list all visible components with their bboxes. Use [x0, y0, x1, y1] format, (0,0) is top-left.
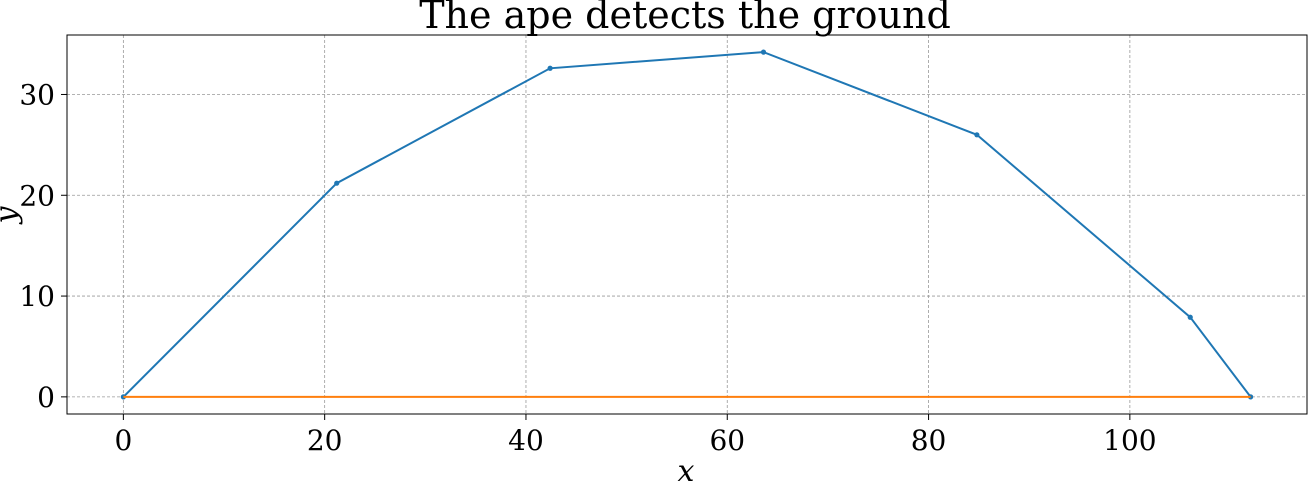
plot-frame: [66, 34, 1308, 415]
series-1: [120, 49, 1254, 400]
y-axis-label: y: [0, 205, 24, 225]
x-tick-label: 0: [114, 424, 132, 457]
y-axis: 0 10 20 30: [19, 78, 67, 414]
series-layer: [120, 49, 1254, 400]
series-line: [122, 51, 1252, 398]
x-tick-label: 60: [709, 424, 745, 457]
x-tick-label: 40: [508, 424, 544, 457]
y-tick-label: 20: [19, 179, 55, 212]
data-point: [760, 49, 767, 55]
x-axis: 0 20 40 60 80 100: [114, 414, 1157, 457]
x-tick-label: 80: [911, 424, 947, 457]
y-tick-label: 0: [37, 381, 55, 414]
chart-title: The ape detects the ground: [419, 0, 951, 37]
x-axis-label: x: [678, 454, 695, 482]
data-point: [974, 132, 980, 138]
data-point: [547, 65, 553, 71]
x-tick-label: 100: [1103, 424, 1156, 457]
y-tick-label: 10: [19, 280, 55, 313]
x-tick-label: 20: [307, 424, 343, 457]
data-point: [1248, 394, 1254, 400]
grid: [67, 35, 1307, 414]
data-point: [120, 394, 126, 400]
data-point: [334, 180, 340, 186]
y-tick-label: 30: [19, 78, 55, 111]
data-point: [1187, 314, 1193, 320]
